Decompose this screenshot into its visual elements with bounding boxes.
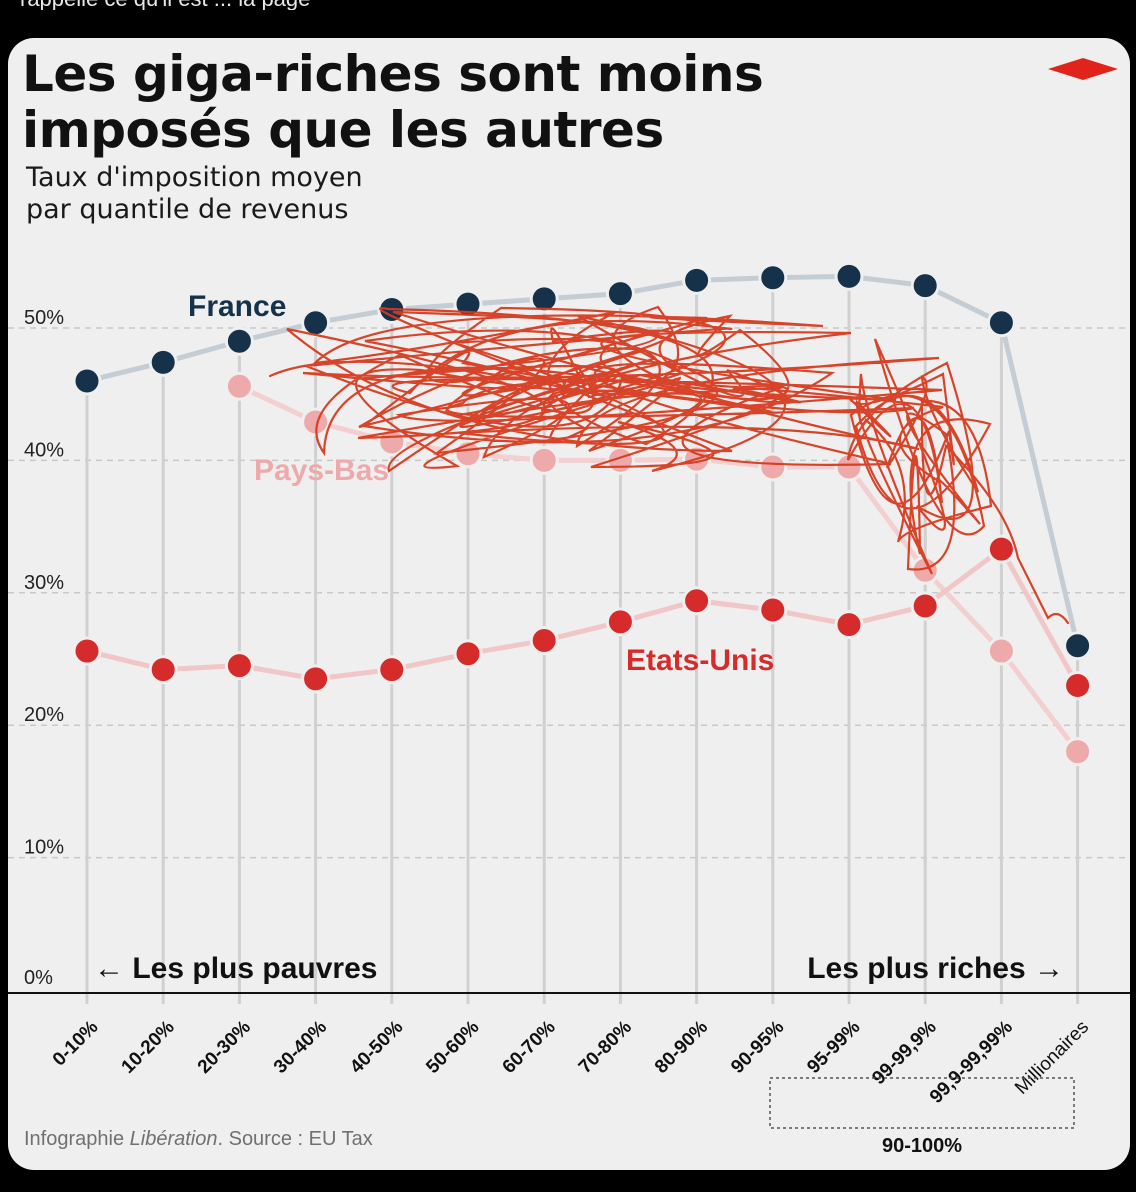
data-point-usa: [453, 639, 483, 669]
title-line-1: Les giga-riches sont moins: [22, 45, 764, 103]
credit-suffix: . Source : EU Tax: [217, 1128, 373, 1150]
scribble-stroke: [268, 305, 1070, 625]
top-group-bracket: [769, 1077, 1075, 1129]
data-point-france: [529, 284, 559, 314]
data-point-paysbas: [1063, 737, 1093, 767]
data-point-usa: [758, 595, 788, 625]
data-point-usa: [986, 534, 1016, 564]
chart-subtitle: Taux d'imposition moyen par quantile de …: [26, 162, 363, 226]
subtitle-line-2: par quantile de revenus: [26, 194, 349, 225]
y-tick-label: 30%: [24, 572, 64, 594]
x-tick-label: 60-70%: [499, 1017, 560, 1078]
data-point-france: [148, 347, 178, 377]
data-point-france: [682, 265, 712, 295]
data-point-france: [910, 271, 940, 301]
x-tick-label: 90-95%: [727, 1017, 788, 1078]
x-tick-label: 80-90%: [651, 1017, 712, 1078]
line-chart: 0% 10% 20% 30% 40% 50% 0-10% 10-20% 20-30% 30-40…: [8, 261, 1130, 1157]
infographic-card: Les giga-riches sont moins imposés que l…: [8, 38, 1130, 1170]
y-axis-ticks: 0% 10% 20% 30% 40% 50%: [24, 307, 64, 989]
series-label-usa: Etats-Unis: [626, 644, 774, 677]
top-cropped-text: rappelle ce qu'il est ... la page: [20, 0, 720, 10]
x-tick-label: Millionaires: [1011, 1017, 1093, 1099]
y-tick-label: 0%: [24, 967, 53, 989]
data-point-usa: [834, 610, 864, 640]
x-tick-label: 99,9-99,99%: [926, 1017, 1017, 1108]
data-point-paysbas: [377, 427, 407, 457]
credit-prefix: Infographie: [24, 1128, 130, 1150]
y-tick-label: 40%: [24, 439, 64, 461]
right-arrow-label: Les plus riches →: [807, 952, 1064, 985]
data-point-paysbas: [224, 371, 254, 401]
y-tick-label: 20%: [24, 704, 64, 726]
data-point-usa: [224, 651, 254, 681]
data-point-france: [986, 308, 1016, 338]
data-point-france: [834, 261, 864, 291]
top-group-label: 90-100%: [882, 1135, 962, 1157]
x-tick-label: 0-10%: [49, 1017, 103, 1071]
y-tick-label: 50%: [24, 307, 64, 329]
series-points: [72, 261, 1093, 767]
data-point-france: [1063, 631, 1093, 661]
x-tick-label: 70-80%: [575, 1017, 636, 1078]
data-point-paysbas: [986, 636, 1016, 666]
x-tick-label: 95-99%: [803, 1017, 864, 1078]
data-point-usa: [910, 591, 940, 621]
subtitle-line-1: Taux d'imposition moyen: [26, 162, 363, 193]
left-arrow-label: ← Les plus pauvres: [94, 952, 377, 985]
credit-publication: Libération: [129, 1128, 218, 1150]
data-point-usa: [1063, 670, 1093, 700]
data-point-france: [72, 366, 102, 396]
x-axis-ticks: 0-10% 10-20% 20-30% 30-40% 40-50% 50-60% 60-70…: [49, 1017, 1093, 1108]
liberation-logo-icon: [1048, 58, 1118, 80]
data-point-france: [301, 308, 331, 338]
data-point-usa: [148, 655, 178, 685]
data-point-usa: [529, 625, 559, 655]
x-tick-label: 30-40%: [270, 1017, 331, 1078]
data-point-usa: [605, 607, 635, 637]
series-label-paysbas: Pays-Bas: [254, 454, 389, 487]
data-point-france: [605, 279, 635, 309]
data-point-usa: [301, 664, 331, 694]
x-tick-label: 40-50%: [346, 1017, 407, 1078]
series-label-france: France: [188, 290, 286, 323]
x-tick-label: 10-20%: [118, 1017, 179, 1078]
title-line-2: imposés que les autres: [22, 101, 664, 159]
data-point-usa: [72, 636, 102, 666]
data-point-france: [758, 263, 788, 293]
y-tick-label: 10%: [24, 837, 64, 859]
x-tick-label: 20-30%: [194, 1017, 255, 1078]
chart-title: Les giga-riches sont moins imposés que l…: [22, 45, 764, 159]
data-point-paysbas: [529, 445, 559, 475]
data-point-paysbas: [758, 452, 788, 482]
x-tick-label: 50-60%: [422, 1017, 483, 1078]
source-credit: Infographie Libération. Source : EU Tax: [24, 1128, 373, 1151]
red-scribble-overlay: [268, 305, 1070, 625]
data-point-usa: [682, 586, 712, 616]
data-point-usa: [377, 655, 407, 685]
data-point-france: [224, 326, 254, 356]
